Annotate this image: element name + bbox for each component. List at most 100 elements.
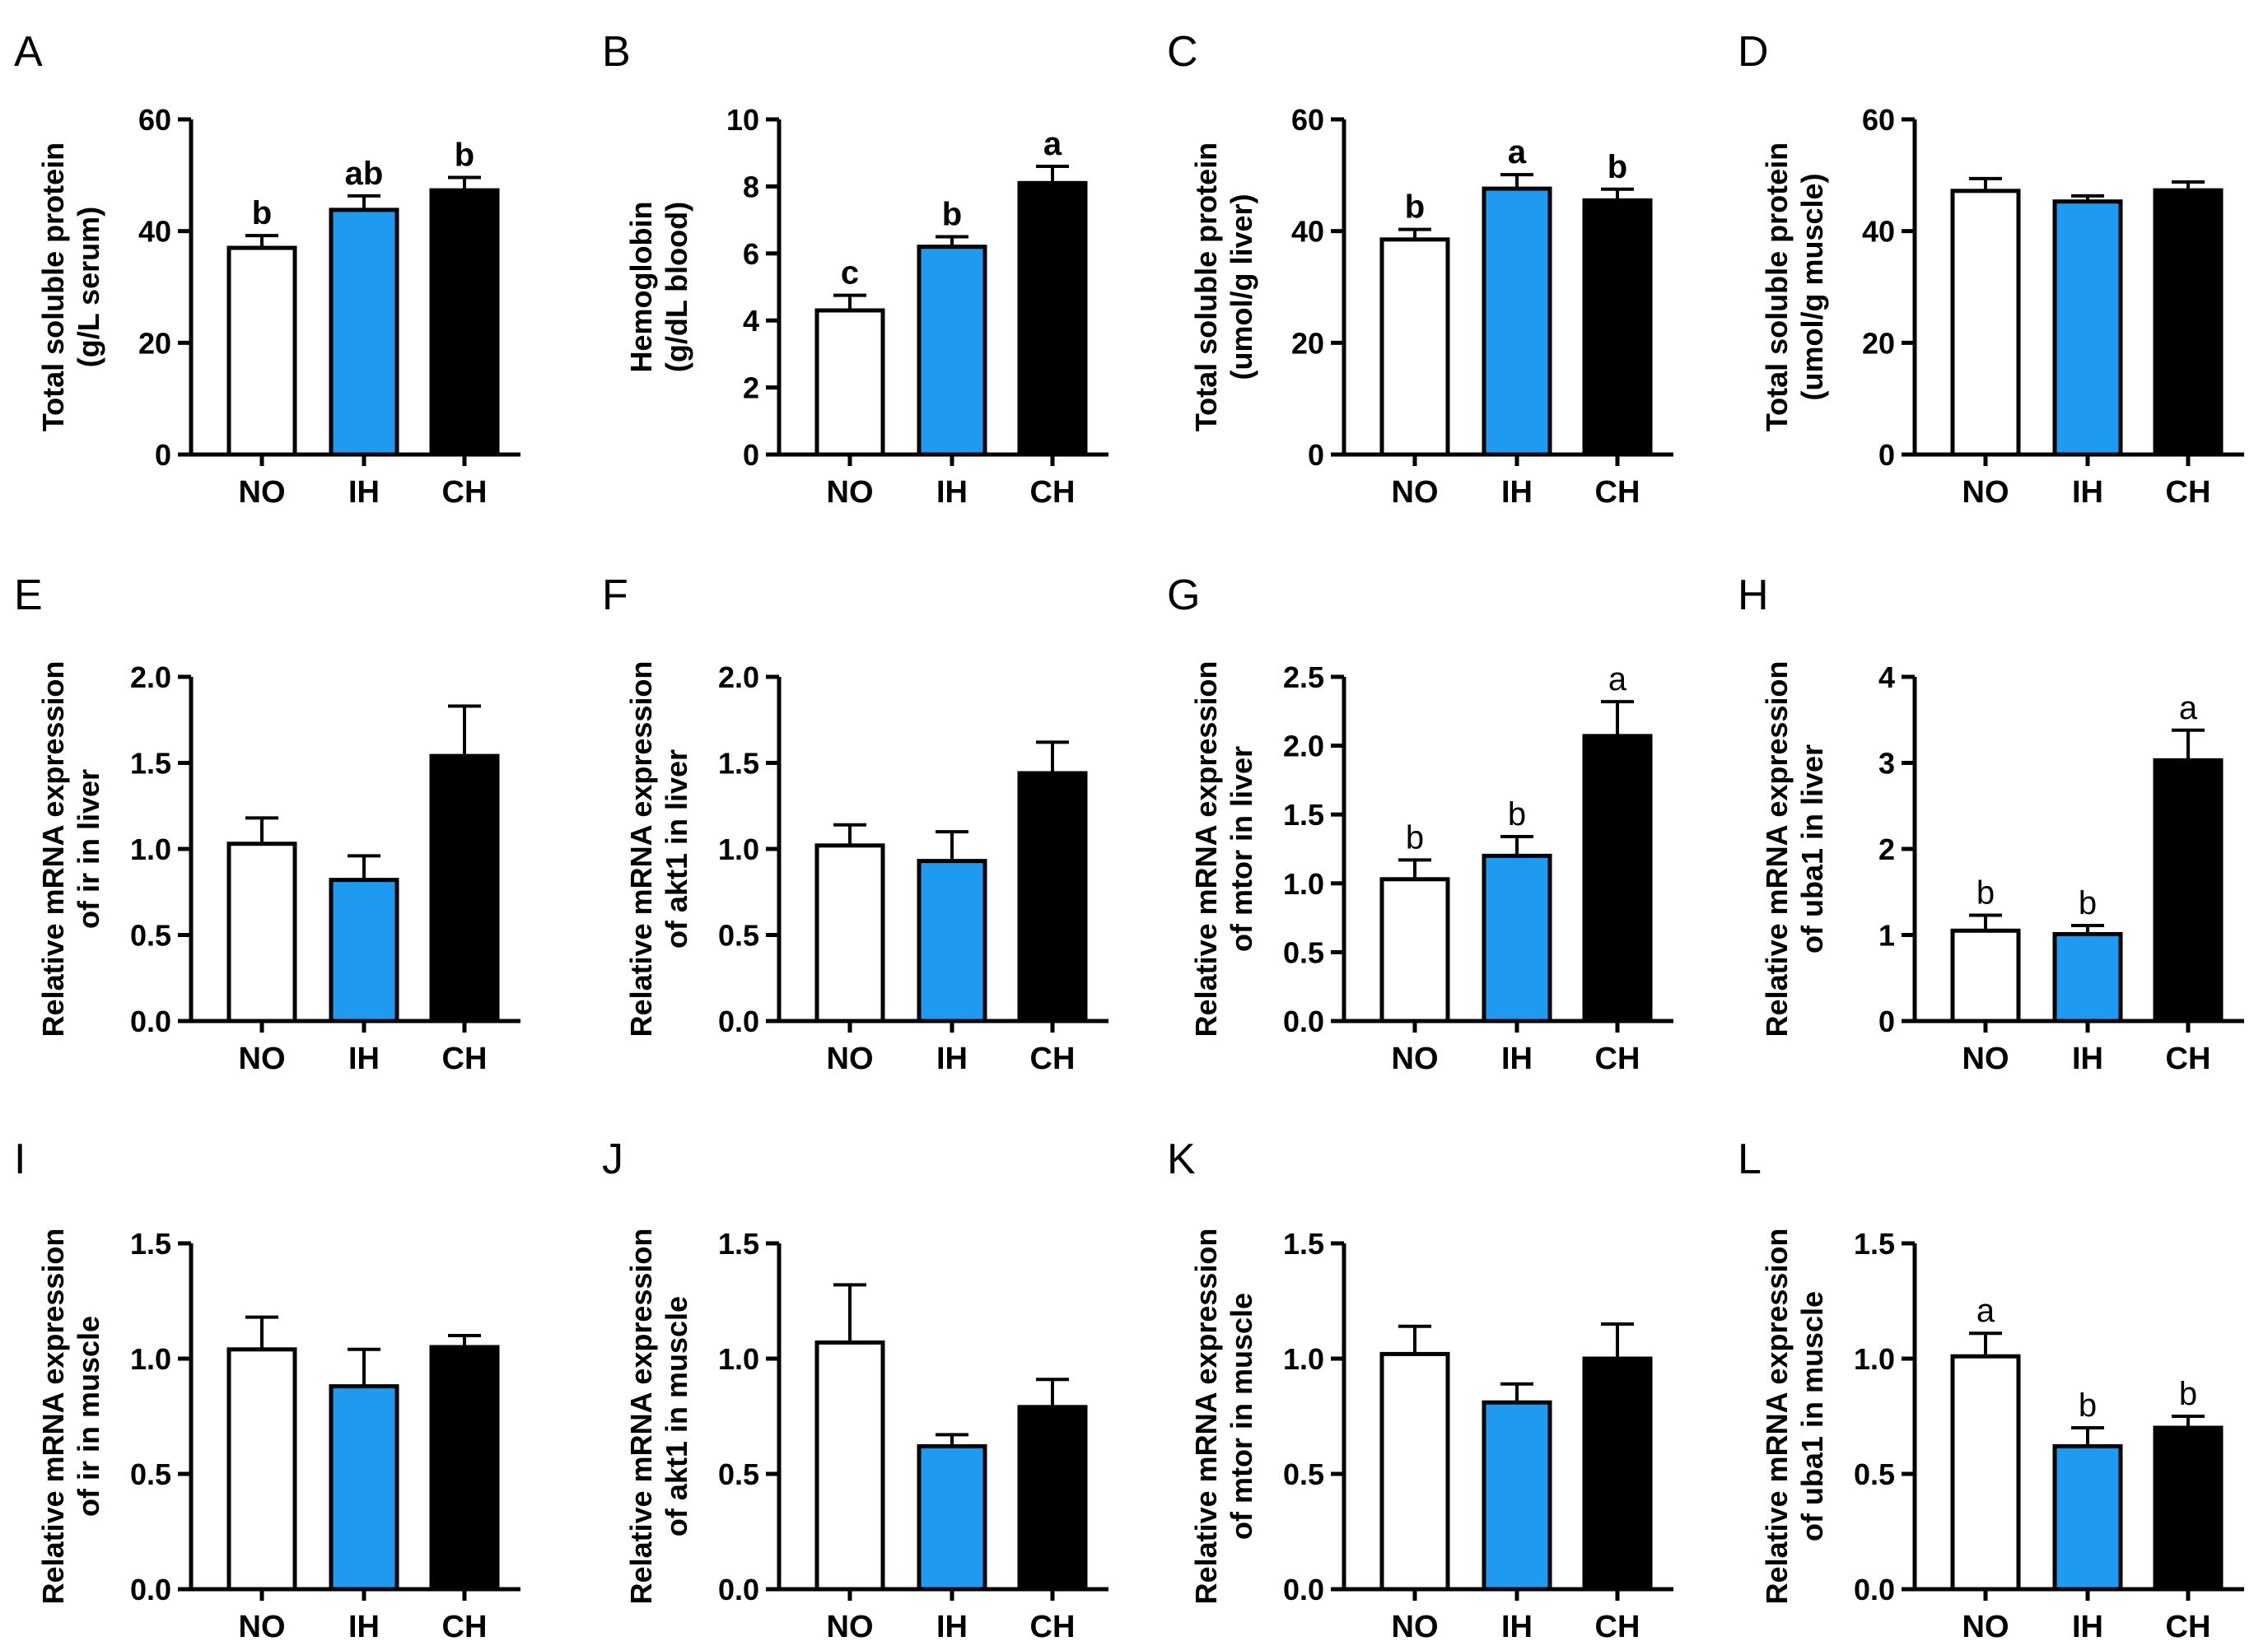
significance-label: b bbox=[252, 195, 272, 231]
x-tick-label: NO bbox=[239, 1610, 286, 1644]
y-axis-title: Relative mRNA expression bbox=[624, 661, 658, 1037]
chart-panel-j: J Relative mRNA expression of akt1 in musc… bbox=[602, 1135, 1108, 1644]
y-tick-label: 0 bbox=[1308, 438, 1324, 472]
y-tick-label: 0.0 bbox=[718, 1005, 759, 1038]
chart-panel-k: K Relative mRNA expression of mtor in musc… bbox=[1167, 1135, 1673, 1644]
significance-label: b bbox=[1406, 819, 1424, 856]
bar-ch bbox=[2153, 758, 2224, 1024]
x-tick-label: IH bbox=[2072, 1042, 2103, 1076]
x-tick-label: CH bbox=[442, 1042, 488, 1076]
chart-panel-i: I Relative mRNA expression of ir in muscle… bbox=[14, 1135, 520, 1644]
y-tick-label: 1.0 bbox=[1283, 867, 1324, 901]
y-tick-label: 0 bbox=[743, 438, 759, 472]
y-tick-label: 1.5 bbox=[130, 1227, 171, 1261]
bar-no bbox=[1379, 1351, 1450, 1592]
y-axis-title: (g/dL blood) bbox=[660, 202, 693, 372]
significance-label: b bbox=[942, 196, 962, 232]
y-tick-label: 0.0 bbox=[130, 1573, 171, 1606]
bar-no bbox=[226, 245, 297, 457]
y-tick-label: 1.0 bbox=[1283, 1342, 1324, 1376]
x-tick-label: NO bbox=[239, 475, 286, 510]
significance-label: a bbox=[1608, 661, 1627, 697]
panel-label: K bbox=[1167, 1135, 1196, 1183]
y-axis-title: Hemoglobin bbox=[624, 202, 658, 373]
bar-no bbox=[814, 308, 885, 457]
bar-ch bbox=[429, 753, 500, 1024]
x-tick-label: NO bbox=[1962, 1042, 2009, 1076]
bar-ih bbox=[1482, 186, 1552, 457]
x-tick-label: IH bbox=[1501, 1042, 1533, 1076]
y-tick-label: 1.5 bbox=[718, 1227, 759, 1261]
y-tick-label: 40 bbox=[1862, 215, 1895, 249]
y-tick-label: 2.0 bbox=[1283, 730, 1324, 763]
significance-label: b bbox=[2079, 1387, 2097, 1424]
significance-label: a bbox=[1043, 126, 1062, 162]
significance-label: a bbox=[2179, 690, 2198, 726]
y-tick-label: 40 bbox=[138, 215, 171, 249]
bar-no bbox=[1950, 928, 2021, 1024]
panel-label: I bbox=[14, 1135, 26, 1183]
bar-ih bbox=[2052, 1443, 2123, 1592]
y-tick-label: 20 bbox=[138, 326, 171, 360]
chart-panel-d: D Total soluble protein (umol/g muscle) 0 20… bbox=[1738, 28, 2244, 510]
bar-no bbox=[1379, 237, 1450, 457]
x-tick-label: CH bbox=[442, 475, 488, 510]
y-axis-title: of akt1 in liver bbox=[660, 749, 693, 949]
significance-label: b bbox=[1976, 874, 1995, 911]
x-tick-label: IH bbox=[936, 475, 968, 510]
panel-label: H bbox=[1738, 571, 1769, 619]
x-tick-label: IH bbox=[2072, 1610, 2103, 1644]
y-axis-title: of mtor in muscle bbox=[1225, 1293, 1258, 1540]
y-tick-label: 0 bbox=[155, 438, 171, 472]
bar-ch bbox=[429, 1345, 500, 1592]
y-tick-label: 0.5 bbox=[130, 1457, 171, 1491]
panel-label: G bbox=[1167, 571, 1200, 619]
x-tick-label: NO bbox=[827, 475, 874, 510]
significance-label: c bbox=[841, 255, 859, 291]
x-tick-label: CH bbox=[1030, 1042, 1076, 1076]
bar-ih bbox=[329, 207, 399, 457]
bar-ih bbox=[917, 859, 987, 1024]
bar-no bbox=[226, 1347, 297, 1592]
y-axis-title: Relative mRNA expression bbox=[36, 661, 70, 1037]
y-tick-label: 2.0 bbox=[718, 660, 759, 694]
y-tick-label: 1.5 bbox=[130, 747, 171, 781]
x-tick-label: NO bbox=[1962, 475, 2009, 510]
y-axis-title: Total soluble protein bbox=[1760, 142, 1794, 431]
y-tick-label: 6 bbox=[743, 237, 759, 271]
x-tick-label: NO bbox=[1392, 1610, 1439, 1644]
y-tick-label: 1 bbox=[1878, 919, 1895, 953]
x-tick-label: IH bbox=[936, 1042, 968, 1076]
y-axis-title: of mtor in liver bbox=[1225, 746, 1258, 952]
y-axis-title: Relative mRNA expression bbox=[624, 1229, 658, 1605]
chart-panel-g: G Relative mRNA expression of mtor in live… bbox=[1167, 571, 1673, 1076]
bar-no bbox=[814, 1340, 885, 1592]
y-tick-label: 60 bbox=[138, 103, 171, 137]
x-tick-label: IH bbox=[936, 1610, 968, 1644]
y-tick-label: 1.5 bbox=[718, 747, 759, 781]
y-tick-label: 40 bbox=[1291, 215, 1324, 249]
x-tick-label: CH bbox=[1595, 1610, 1640, 1644]
panel-label: C bbox=[1167, 28, 1198, 76]
bar-ih bbox=[917, 245, 987, 457]
y-tick-label: 3 bbox=[1878, 747, 1895, 781]
significance-label: b bbox=[1508, 796, 1526, 832]
bar-no bbox=[1950, 189, 2021, 457]
bar-ch bbox=[2153, 188, 2224, 457]
x-tick-label: CH bbox=[1595, 475, 1640, 510]
x-tick-label: CH bbox=[2166, 475, 2211, 510]
y-tick-label: 0.0 bbox=[1854, 1573, 1895, 1606]
y-axis-title: Relative mRNA expression bbox=[36, 1229, 70, 1605]
y-tick-label: 0.0 bbox=[1283, 1005, 1324, 1038]
panel-label: J bbox=[602, 1135, 623, 1183]
y-tick-label: 4 bbox=[743, 304, 759, 338]
significance-label: a bbox=[1508, 134, 1527, 170]
y-axis-title: Relative mRNA expression bbox=[1760, 661, 1794, 1037]
y-tick-label: 1.0 bbox=[718, 1342, 759, 1376]
significance-label: b bbox=[1608, 149, 1627, 185]
significance-label: a bbox=[1976, 1293, 1995, 1329]
y-tick-label: 0.0 bbox=[130, 1005, 171, 1038]
y-tick-label: 20 bbox=[1862, 326, 1895, 360]
bar-no bbox=[226, 842, 297, 1024]
